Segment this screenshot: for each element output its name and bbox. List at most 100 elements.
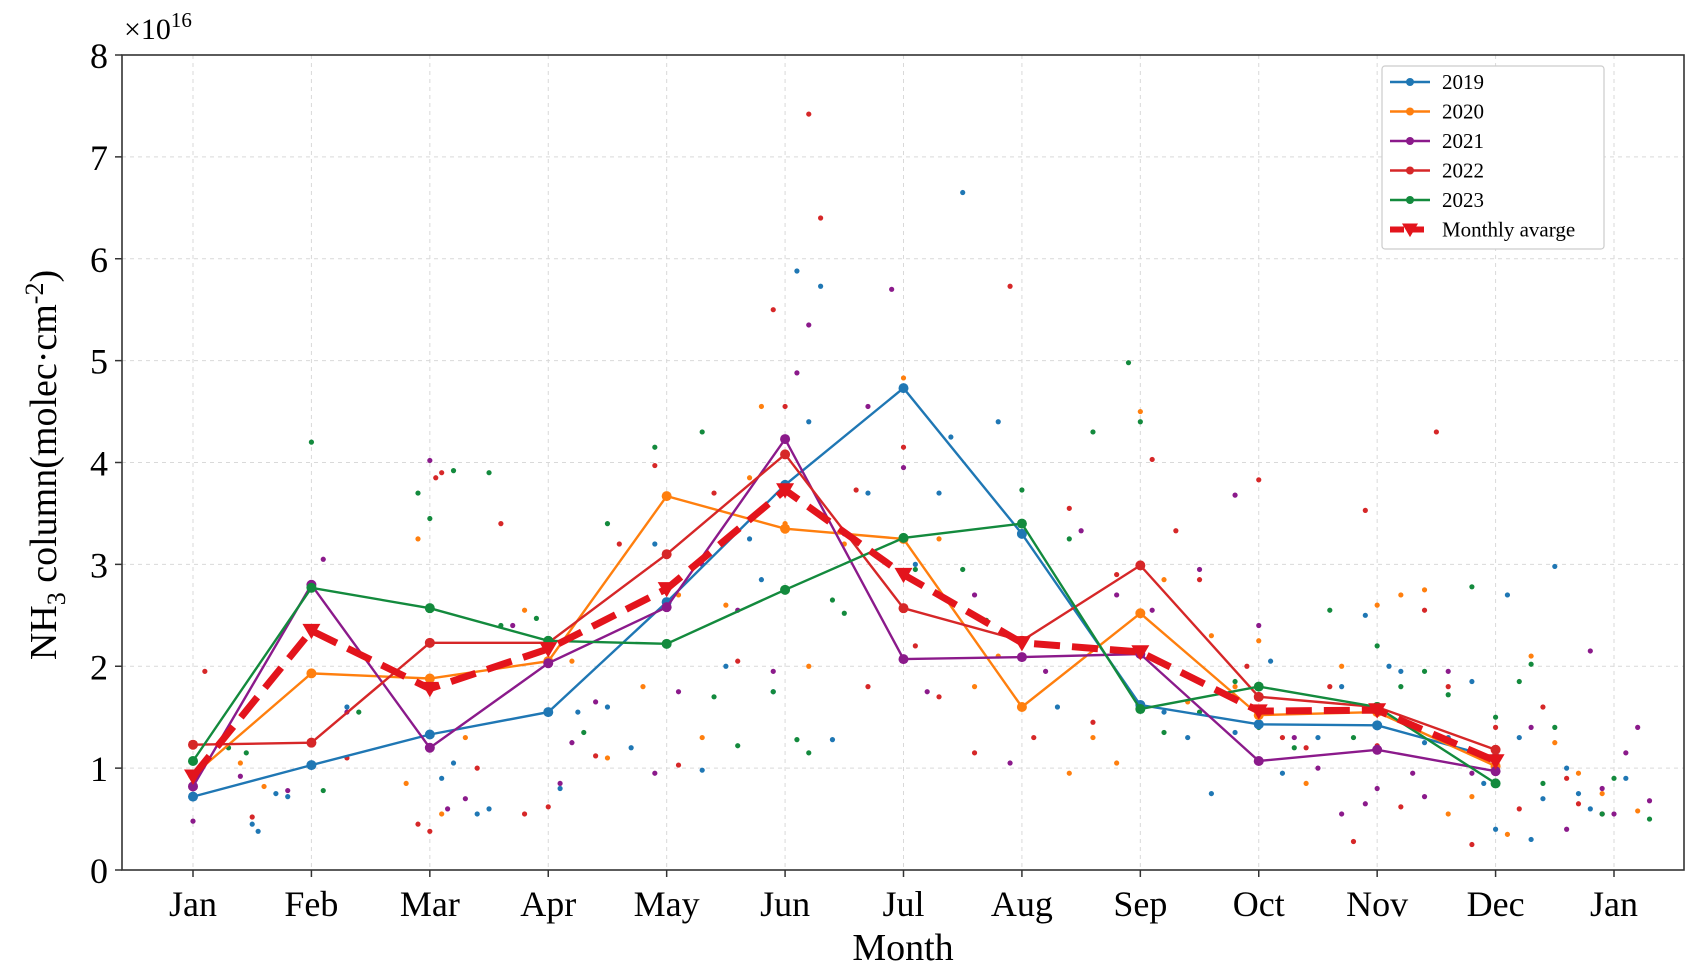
scatter-point bbox=[486, 470, 492, 476]
scatter-point bbox=[1469, 770, 1475, 776]
scatter-point bbox=[190, 818, 196, 824]
legend-item-monthly-avarge: Monthly avarge bbox=[1390, 218, 1575, 242]
scatter-point bbox=[948, 434, 954, 440]
series-point-2020 bbox=[1016, 702, 1027, 712]
scatter-point bbox=[1267, 658, 1274, 664]
series-point-2019 bbox=[1253, 719, 1264, 730]
x-tick-label: Sep bbox=[1113, 884, 1167, 924]
scatter-point bbox=[403, 780, 409, 787]
monthly-average-marker bbox=[184, 769, 202, 785]
scatter-point bbox=[971, 592, 978, 598]
scatter-point bbox=[1114, 571, 1120, 578]
legend: 2019 2020 2021 2022 2023 Monthly avarge bbox=[1381, 65, 1605, 250]
scatter-point bbox=[569, 740, 575, 746]
series-point-2022 bbox=[780, 449, 791, 460]
scatter-point bbox=[1196, 566, 1203, 573]
scatter-point bbox=[1043, 668, 1049, 674]
series-point-2019 bbox=[306, 760, 317, 771]
series-lines bbox=[184, 383, 1505, 802]
x-tick-label: May bbox=[634, 884, 700, 924]
scatter-point bbox=[202, 668, 208, 674]
scatter-point bbox=[924, 689, 930, 695]
scatter-point bbox=[1421, 607, 1428, 613]
scatter-point bbox=[628, 745, 634, 751]
scatter-point bbox=[1516, 734, 1522, 741]
legend-item-2019: 2019 bbox=[1390, 70, 1484, 94]
series-point-2023 bbox=[1490, 778, 1501, 789]
scatter-point bbox=[1492, 714, 1499, 720]
scatter-point bbox=[900, 464, 907, 471]
scatter-point bbox=[1232, 684, 1238, 690]
scatter-point bbox=[510, 622, 516, 629]
series-point-2022 bbox=[1135, 560, 1146, 571]
series-point-2022 bbox=[898, 603, 909, 614]
scatter-point bbox=[640, 684, 646, 690]
scatter-point bbox=[1315, 765, 1321, 771]
scatter-point bbox=[818, 283, 824, 289]
scatter-point bbox=[255, 828, 261, 834]
y-tick-label: 3 bbox=[90, 545, 108, 585]
y-multiplier: ×1016 bbox=[124, 8, 192, 46]
legend-marker bbox=[1406, 166, 1414, 175]
scatter-point bbox=[1386, 663, 1392, 669]
scatter-point bbox=[474, 765, 480, 771]
scatter-point bbox=[1575, 801, 1582, 807]
scatter-point bbox=[652, 770, 658, 776]
y-tick-label: 2 bbox=[90, 647, 108, 687]
series-point-2021 bbox=[1490, 766, 1501, 777]
scatter-point bbox=[533, 615, 540, 621]
scatter-point bbox=[1244, 663, 1250, 669]
scatter-point bbox=[1291, 734, 1297, 741]
scatter-point bbox=[936, 694, 942, 700]
series-point-2023 bbox=[661, 638, 672, 649]
scatter-point bbox=[1339, 684, 1345, 690]
scatter-point bbox=[1611, 811, 1617, 817]
y-tick-label: 5 bbox=[90, 342, 108, 382]
scatter-point bbox=[829, 597, 836, 603]
scatter-point bbox=[1635, 724, 1641, 730]
scatter-point bbox=[1114, 592, 1120, 598]
scatter-point bbox=[652, 462, 658, 469]
scatter-point bbox=[1114, 760, 1120, 766]
legend-marker bbox=[1406, 137, 1414, 145]
scatter-point bbox=[900, 444, 907, 450]
scatter-point bbox=[1161, 709, 1167, 715]
scatter-point bbox=[320, 787, 326, 794]
series-point-2021 bbox=[188, 781, 198, 792]
scatter-point bbox=[1445, 692, 1451, 698]
legend-marker bbox=[1406, 78, 1414, 86]
series-point-2019 bbox=[188, 791, 198, 802]
scatter-point bbox=[1315, 734, 1321, 741]
scatter-point bbox=[1279, 770, 1286, 776]
scatter-point bbox=[936, 490, 942, 496]
scatter-point bbox=[1552, 740, 1558, 746]
scatter-point bbox=[1552, 724, 1558, 730]
scatter-point bbox=[912, 561, 918, 567]
scatter-point bbox=[711, 490, 717, 496]
legend-marker bbox=[1406, 107, 1414, 116]
scatter-point bbox=[1469, 794, 1475, 800]
scatter-point bbox=[770, 689, 776, 695]
scatter-point bbox=[1492, 826, 1499, 832]
scatter-point bbox=[415, 536, 421, 542]
series-line-2020 bbox=[192, 494, 1497, 777]
scatter-point bbox=[1362, 801, 1368, 807]
scatter-point bbox=[746, 475, 753, 481]
legend-box bbox=[1381, 65, 1605, 250]
series-point-2019 bbox=[424, 729, 435, 740]
scatter-point bbox=[912, 643, 918, 649]
scatter-point bbox=[912, 566, 918, 573]
scatter-point bbox=[498, 521, 504, 527]
legend-label: 2019 bbox=[1442, 70, 1484, 94]
scatter-point bbox=[735, 658, 741, 664]
y-tick-label: 0 bbox=[90, 851, 108, 891]
scatter-point bbox=[806, 419, 812, 425]
series-point-2021 bbox=[780, 434, 791, 445]
legend-label: 2021 bbox=[1442, 129, 1484, 153]
y-tick-label: 7 bbox=[90, 138, 108, 178]
scatter-point bbox=[462, 734, 468, 741]
x-tick-label: Dec bbox=[1467, 884, 1525, 924]
scatter-point bbox=[604, 704, 611, 710]
scatter-point bbox=[806, 322, 812, 328]
scatter-point bbox=[1421, 587, 1428, 593]
